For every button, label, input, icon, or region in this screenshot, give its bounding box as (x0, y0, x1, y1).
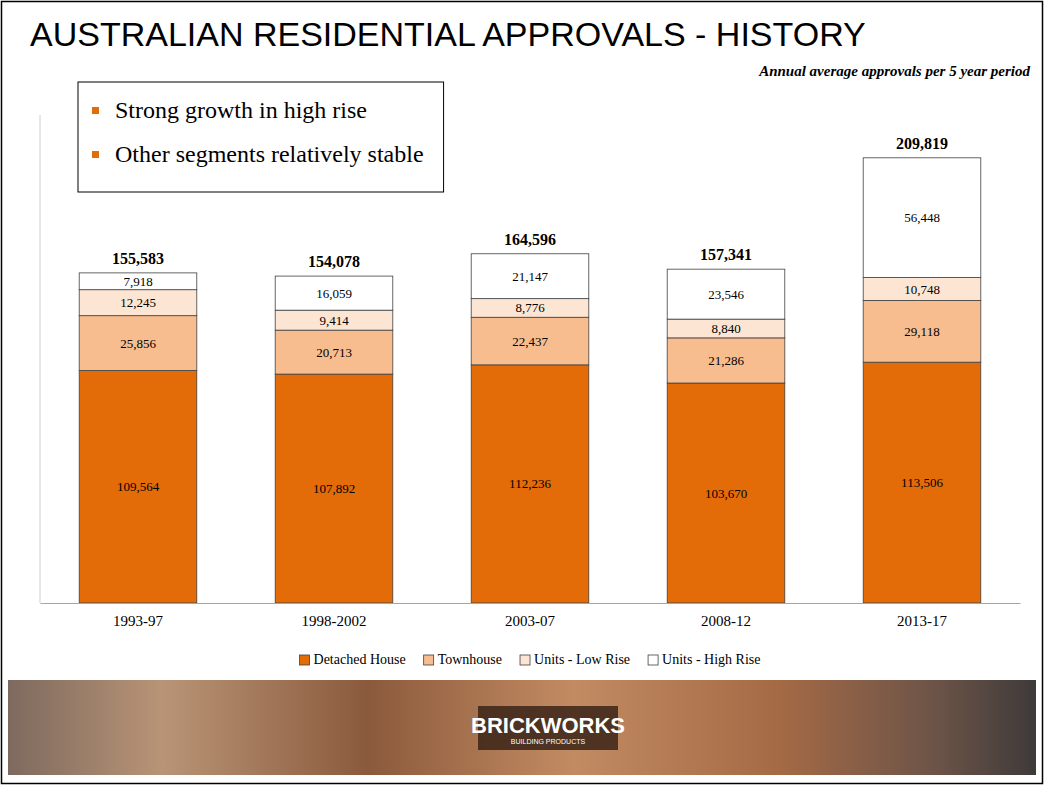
x-axis: 1993-97 1998-2002 2003-07 2008-12 2013-17 (41, 603, 1021, 629)
data-label: 56,448 (904, 210, 940, 225)
bar-segment (863, 278, 981, 301)
legend-item: Detached House (300, 652, 406, 667)
bar-segment (275, 330, 393, 374)
bullet (92, 107, 99, 114)
x-tick-label: 1993-97 (113, 613, 163, 629)
bar-segment (863, 362, 981, 603)
data-label: 103,670 (705, 486, 747, 501)
x-tick-label: 2008-12 (701, 613, 751, 629)
bar-segment (863, 158, 981, 278)
total-label: 164,596 (504, 231, 556, 248)
legend-item: Units - High Rise (648, 652, 760, 667)
data-label: 109,564 (117, 479, 160, 494)
bar-segment (79, 371, 197, 603)
data-label: 112,236 (509, 476, 551, 491)
annotation: Strong growth in high rise (115, 97, 367, 123)
y-axis-line (40, 115, 41, 603)
legend-label: Townhouse (438, 652, 502, 667)
bar-segment (471, 254, 589, 299)
bar-segment (471, 365, 589, 603)
bar-segment (275, 374, 393, 603)
data-label: 7,918 (123, 274, 152, 289)
data-label: 9,414 (319, 313, 349, 328)
bullet (92, 151, 99, 158)
slide-frame (2, 2, 1043, 784)
logo-tagline: BUILDING PRODUCTS (511, 738, 586, 745)
legend-swatch (424, 655, 434, 665)
data-label: 21,147 (512, 269, 548, 284)
bar-segment (79, 273, 197, 290)
annotation: Other segments relatively stable (115, 141, 424, 167)
legend: Detached House Townhouse Units - Low Rise U… (300, 652, 761, 667)
total-label: 157,341 (700, 246, 752, 263)
data-label: 8,840 (711, 321, 740, 336)
data-label: 29,118 (904, 324, 939, 339)
x-tick: 1993-97 (113, 603, 163, 629)
bar-segment (79, 290, 197, 316)
legend-label: Detached House (314, 652, 406, 667)
logo: BRICKWORKS (471, 713, 625, 738)
legend-item: Units - Low Rise (520, 652, 630, 667)
slide: AUSTRALIAN RESIDENTIAL APPROVALS - HISTO… (0, 0, 1044, 785)
data-label: 20,713 (316, 345, 352, 360)
bars (79, 158, 981, 603)
bar-segment (863, 300, 981, 362)
bar-segment (275, 276, 393, 310)
legend-label: Units - Low Rise (534, 652, 630, 667)
bar-segment (667, 319, 785, 338)
footer-banner: BRICKWORKSBUILDING PRODUCTS (8, 680, 1036, 775)
bar-segment (667, 338, 785, 383)
legend-swatch (648, 655, 658, 665)
bar-segment (667, 269, 785, 319)
x-tick: 2003-07 (505, 603, 555, 629)
x-tick: 2008-12 (701, 603, 751, 629)
legend-item: Townhouse (424, 652, 502, 667)
x-tick-label: 2013-17 (897, 613, 947, 629)
bar-segment (79, 316, 197, 371)
bar-segment (471, 299, 589, 318)
data-label: 8,776 (515, 300, 545, 315)
bar-segment (667, 383, 785, 603)
data-label: 10,748 (904, 282, 940, 297)
x-axis-line (41, 603, 1021, 604)
total-label: 154,078 (308, 253, 360, 270)
subtitle: Annual average approvals per 5 year peri… (758, 63, 1030, 79)
banner-image (8, 680, 1036, 775)
x-tick: 2013-17 (897, 603, 947, 629)
legend-swatch (520, 655, 530, 665)
annotation-frame (78, 82, 444, 192)
data-label: 23,546 (708, 287, 744, 302)
title: AUSTRALIAN RESIDENTIAL APPROVALS - HISTO… (30, 15, 866, 53)
total-label: 209,819 (896, 135, 948, 152)
x-tick-label: 1998-2002 (302, 613, 367, 629)
data-label: 12,245 (120, 295, 156, 310)
data-label: 22,437 (512, 334, 548, 349)
data-label: 21,286 (708, 353, 744, 368)
data-label: 16,059 (316, 286, 352, 301)
legend-swatch (300, 655, 310, 665)
bar-segment (275, 310, 393, 330)
data-label: 107,892 (313, 481, 355, 496)
data-labels: 109,564 107,892 112,236 103,670 113,506 25,85… (117, 210, 944, 500)
x-tick: 1998-2002 (302, 603, 367, 629)
x-tick-label: 2003-07 (505, 613, 555, 629)
data-label: 113,506 (901, 475, 943, 490)
legend-label: Units - High Rise (662, 652, 760, 667)
data-label: 25,856 (120, 336, 156, 351)
annotation-box: Strong growth in high rise Other segments… (78, 82, 444, 192)
bar-segment (471, 317, 589, 365)
total-label: 155,583 (112, 250, 164, 267)
